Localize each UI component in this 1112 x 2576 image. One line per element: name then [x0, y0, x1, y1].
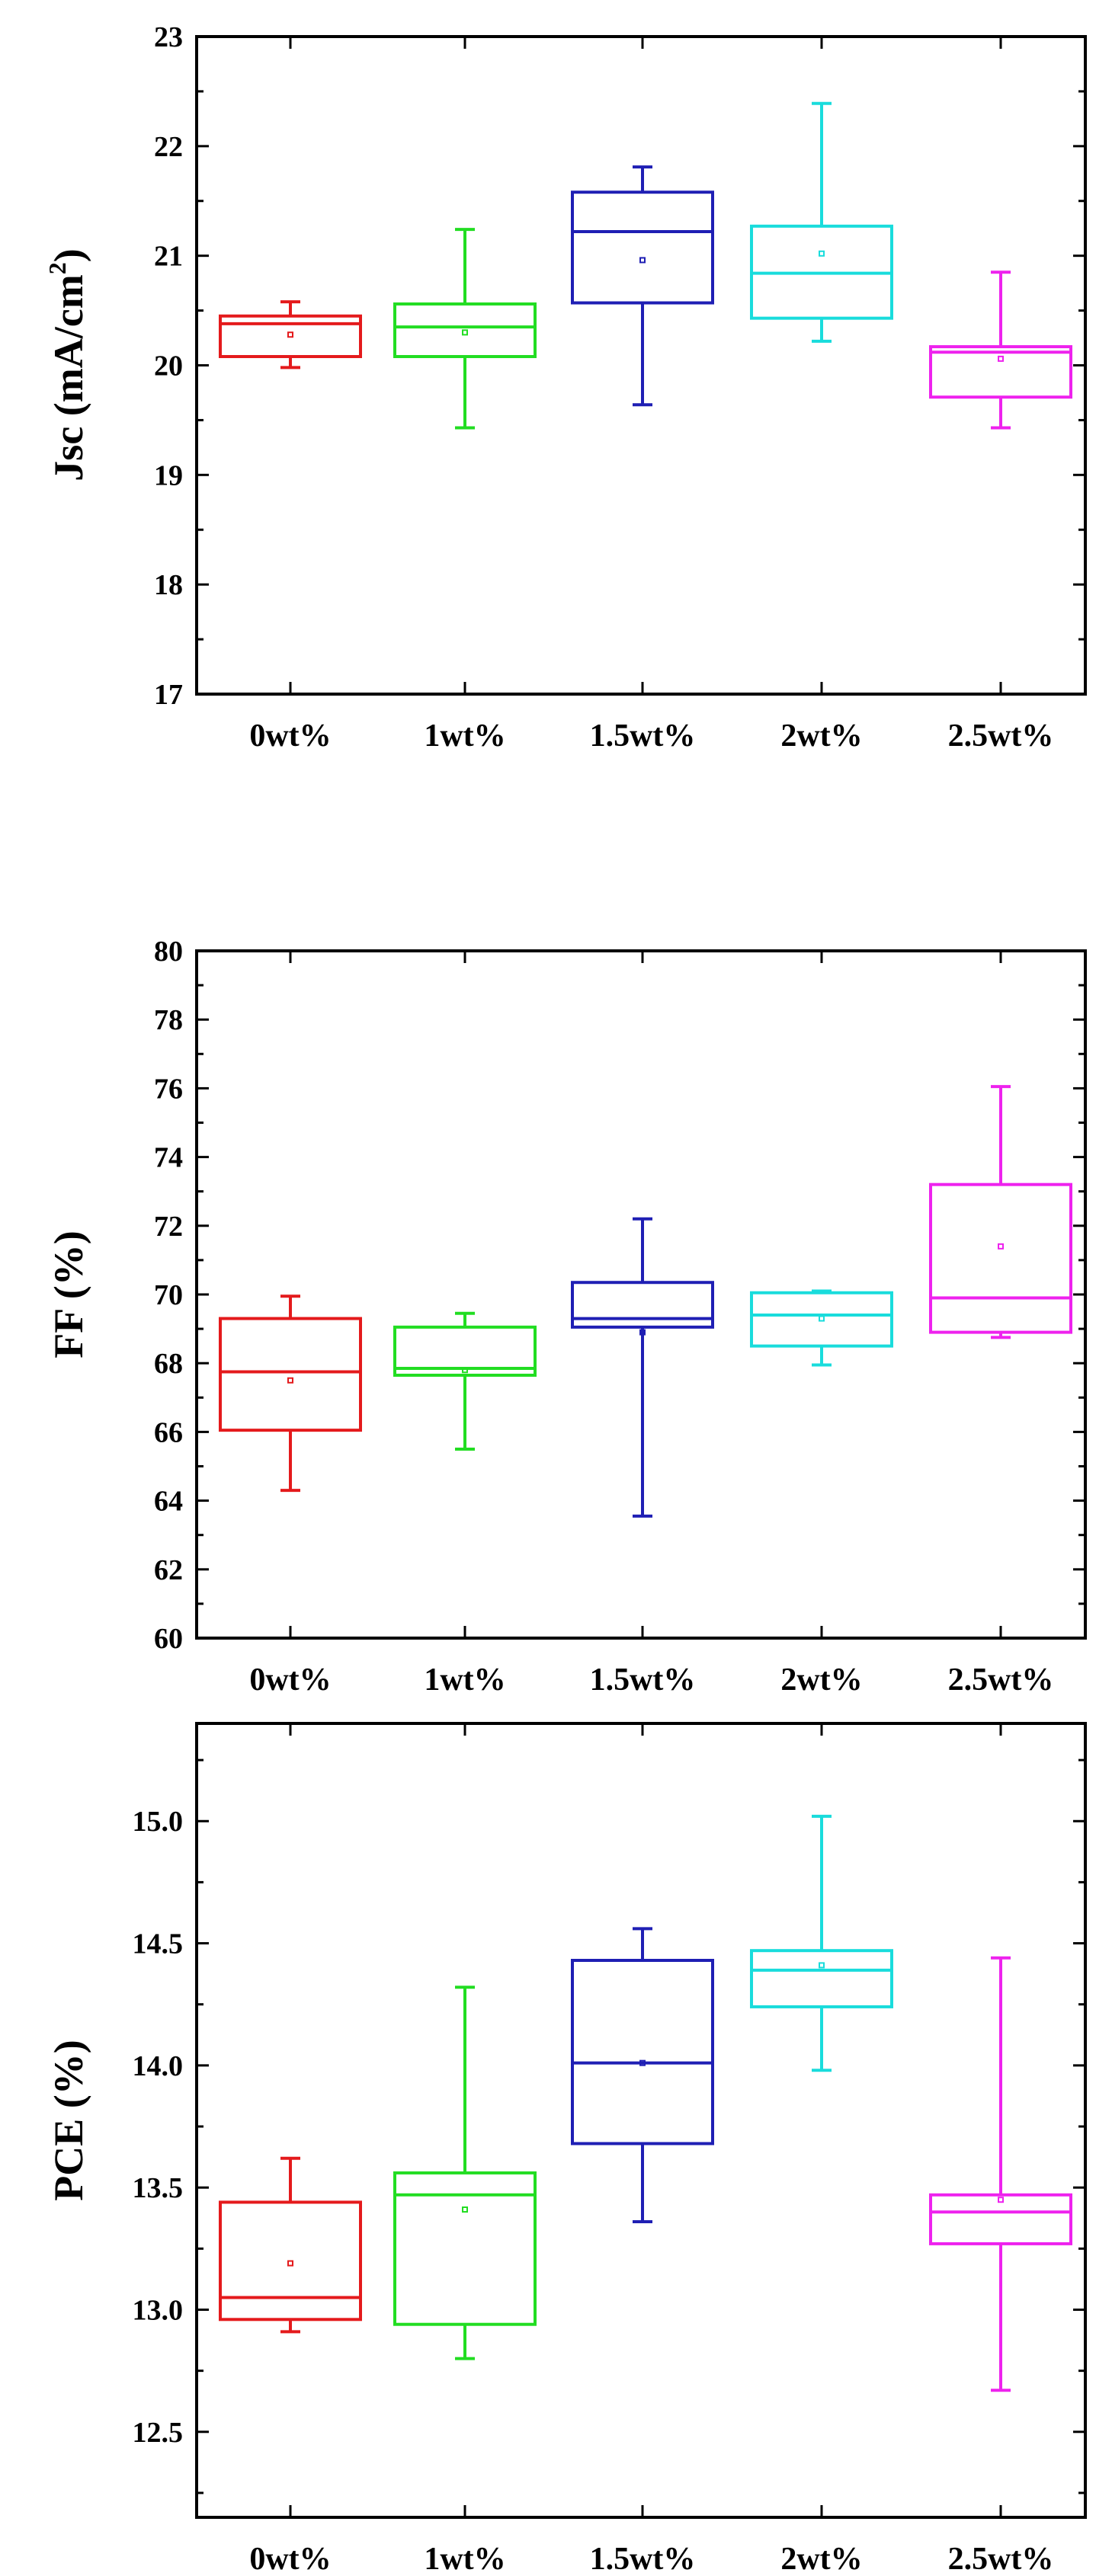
- x-tick-label: 2wt%: [780, 718, 862, 754]
- y-tick-label: 13.0: [133, 2294, 184, 2326]
- box-2.5wt%: [929, 1956, 1072, 2392]
- iqr-box: [219, 1317, 362, 1432]
- x-tick-label: 2.5wt%: [948, 2542, 1054, 2576]
- box-1.5wt%: [571, 1217, 714, 1518]
- y-tick-label: 62: [154, 1554, 183, 1586]
- y-tick-label: 19: [154, 459, 183, 491]
- iqr-box: [219, 314, 362, 358]
- x-tick-label: 2wt%: [780, 2542, 862, 2576]
- y-tick-label: 60: [154, 1623, 183, 1655]
- y-tick-label: 12.5: [133, 2417, 184, 2449]
- x-tick-label: 1wt%: [424, 718, 505, 754]
- y-tick-label: 14.5: [133, 1928, 184, 1960]
- iqr-box: [219, 2200, 362, 2322]
- mean-marker: [462, 2206, 468, 2213]
- box-1.5wt%: [571, 1927, 714, 2224]
- x-tick-label: 2.5wt%: [948, 718, 1054, 754]
- x-tick-label: 1wt%: [424, 1662, 505, 1698]
- y-tick-label: 68: [154, 1348, 183, 1380]
- x-tick-label: 0wt%: [249, 1662, 331, 1698]
- mean-marker: [462, 329, 468, 336]
- box-1wt%: [393, 228, 537, 430]
- mean-marker: [819, 250, 825, 257]
- mean-marker: [462, 1367, 468, 1374]
- iqr-box: [750, 1291, 893, 1348]
- iqr-box: [929, 1182, 1072, 1334]
- y-tick-label: 22: [154, 131, 183, 163]
- y-tick-label: 66: [154, 1416, 183, 1448]
- mean-marker: [287, 331, 293, 338]
- box-2wt%: [750, 1814, 893, 2072]
- box-2.5wt%: [929, 270, 1072, 430]
- plot-frame: [195, 949, 1087, 1640]
- y-axis-title: Jsc (mA/cm2): [43, 248, 91, 481]
- x-tick-label: 1.5wt%: [590, 2542, 696, 2576]
- box-2wt%: [750, 101, 893, 343]
- box-1wt%: [393, 1986, 537, 2360]
- iqr-box: [571, 1958, 714, 2146]
- y-tick-label: 15.0: [133, 1806, 184, 1838]
- x-tick-label: 1wt%: [424, 2542, 505, 2576]
- x-tick-label: 1.5wt%: [590, 718, 696, 754]
- iqr-box: [750, 1949, 893, 2008]
- iqr-box: [571, 1281, 714, 1329]
- pce-panel: 12.5 13.0 13.5 14.0 14.5 15.0 0wt% 1wt% 1.5wt% 2w…: [46, 1722, 1087, 2576]
- iqr-box: [929, 2193, 1072, 2245]
- x-tick-label: 0wt%: [249, 718, 331, 754]
- y-tick-label: 17: [154, 679, 183, 711]
- y-tick-label: 18: [154, 569, 183, 601]
- jsc-panel: 17 18 19 20 21 22 23 0wt% 1wt% 1.5wt% 2wt% 2.5wt% Js…: [43, 21, 1087, 754]
- iqr-box: [929, 345, 1072, 399]
- mean-marker: [819, 1315, 825, 1322]
- mean-marker: [998, 355, 1004, 362]
- box-0wt%: [219, 2156, 362, 2334]
- y-tick-label: 74: [154, 1142, 183, 1174]
- box-1wt%: [393, 1311, 537, 1451]
- box-0wt%: [219, 300, 362, 370]
- y-tick-label: 70: [154, 1279, 183, 1311]
- x-tick-label: 0wt%: [249, 2542, 331, 2576]
- y-axis-title: PCE (%): [46, 2040, 91, 2200]
- y-tick-label: 72: [154, 1211, 183, 1243]
- mean-marker: [639, 2059, 646, 2066]
- box-0wt%: [219, 1294, 362, 1493]
- y-tick-label: 13.5: [133, 2172, 184, 2204]
- box-2wt%: [750, 1289, 893, 1367]
- y-axis-title: FF (%): [46, 1230, 91, 1358]
- mean-marker: [639, 257, 646, 264]
- box-1.5wt%: [571, 165, 714, 407]
- y-tick-label: 23: [154, 21, 183, 53]
- y-tick-label: 20: [154, 350, 183, 382]
- mean-marker: [287, 1377, 293, 1384]
- mean-marker: [287, 2260, 293, 2267]
- mean-marker: [998, 2197, 1004, 2203]
- mean-marker: [639, 1329, 646, 1336]
- y-tick-label: 64: [154, 1486, 183, 1518]
- y-tick-label: 21: [154, 241, 183, 273]
- y-tick-label: 76: [154, 1073, 183, 1105]
- y-tick-label: 14.0: [133, 2050, 184, 2082]
- iqr-box: [393, 302, 537, 358]
- x-tick-label: 1.5wt%: [590, 1662, 696, 1698]
- y-tick-label: 80: [154, 936, 183, 968]
- box-2.5wt%: [929, 1085, 1072, 1339]
- iqr-box: [393, 1325, 537, 1377]
- x-tick-label: 2wt%: [780, 1662, 862, 1698]
- plot-frame: [195, 1722, 1087, 2519]
- mean-marker: [998, 1243, 1004, 1250]
- x-tick-label: 2.5wt%: [948, 1662, 1054, 1698]
- iqr-box: [571, 190, 714, 305]
- mean-marker: [819, 1962, 825, 1969]
- ff-panel: 60 62 64 66 68 70 72 74 76 78 80 0wt% 1wt% 1.5wt% 2wt%…: [46, 936, 1087, 1698]
- iqr-box: [393, 2171, 537, 2326]
- y-tick-label: 78: [154, 1004, 183, 1036]
